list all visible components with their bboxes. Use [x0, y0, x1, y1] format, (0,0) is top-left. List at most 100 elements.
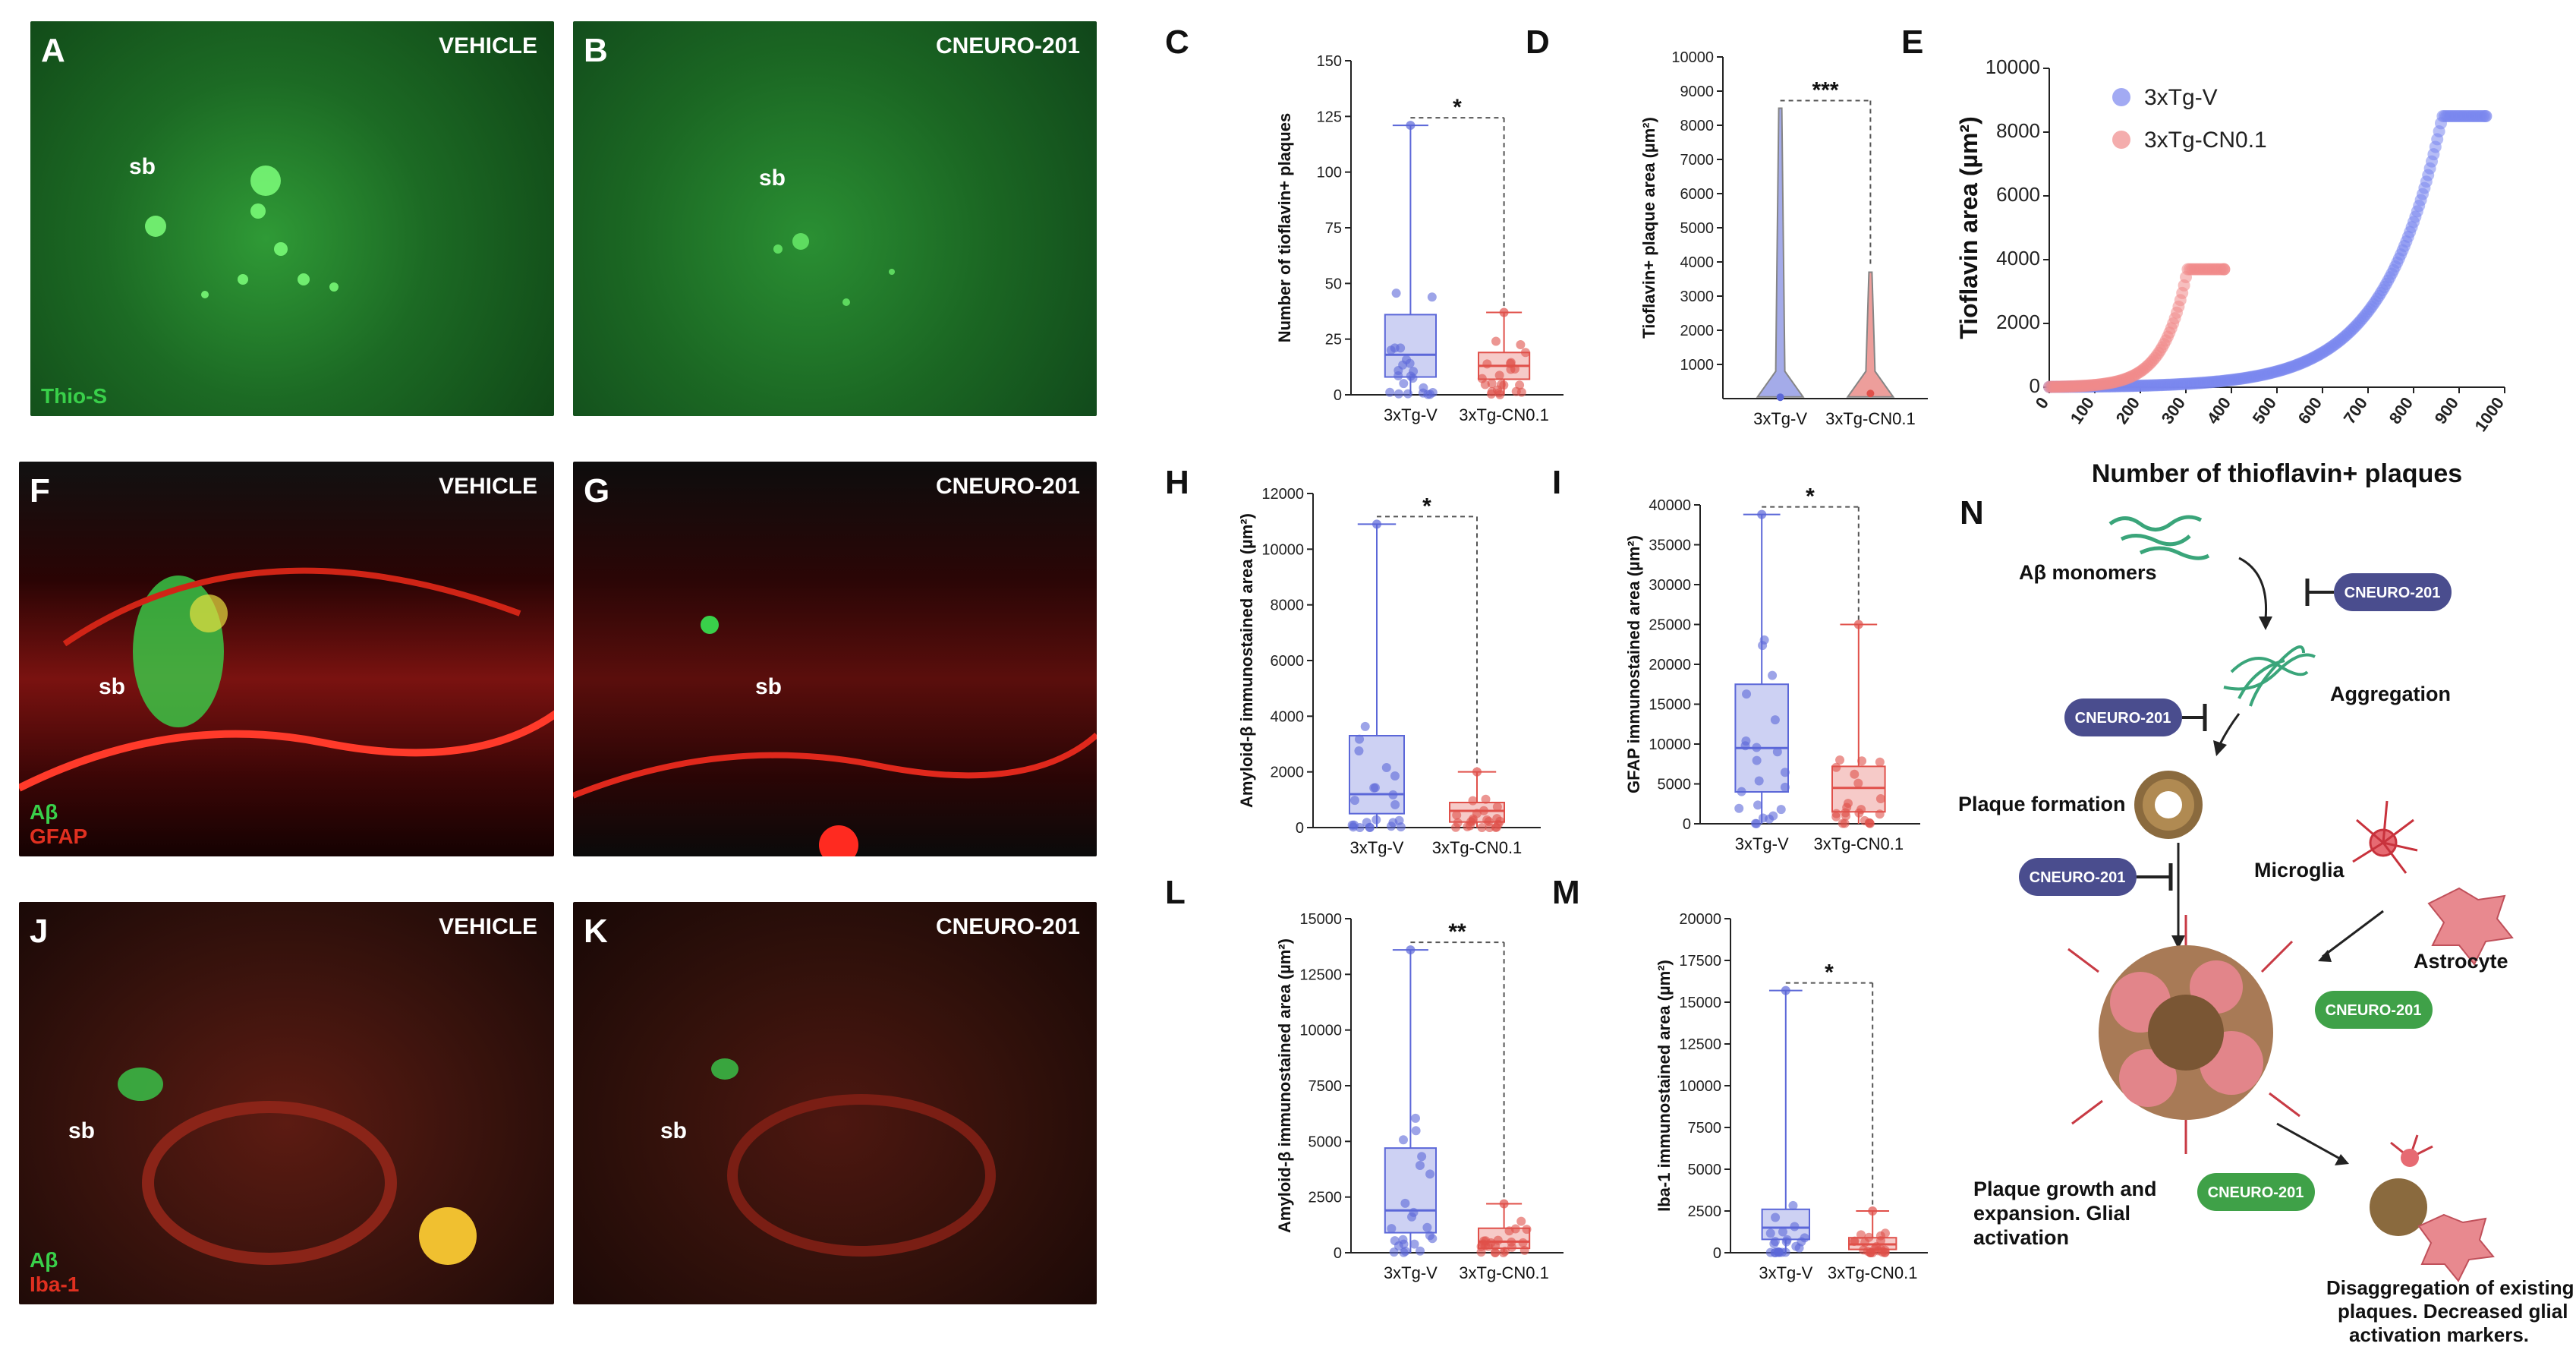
data-point — [1875, 757, 1885, 767]
legend-label: 3xTg-V — [2144, 85, 2218, 110]
data-point — [2167, 378, 2180, 391]
data-point — [1482, 359, 1492, 369]
data-point — [1518, 1238, 1528, 1247]
data-point — [2071, 380, 2083, 393]
data-point — [1408, 374, 1418, 383]
data-point — [1856, 1230, 1866, 1240]
data-point — [1734, 803, 1744, 813]
y-tick-label: 15000 — [1679, 995, 1721, 1011]
data-point — [2258, 368, 2271, 381]
data-point — [2118, 373, 2130, 386]
growth-label-2: expansion. Glial — [1973, 1202, 2130, 1225]
arrow-5-head — [2335, 1154, 2349, 1165]
data-point — [1425, 389, 1435, 399]
data-point — [1876, 1235, 1886, 1245]
data-point — [1499, 1199, 1509, 1209]
data-point — [2436, 110, 2449, 122]
data-point — [1516, 387, 1526, 397]
data-point — [1774, 1247, 1784, 1257]
data-point — [1468, 814, 1478, 824]
data-point — [2130, 380, 2143, 393]
data-point — [2276, 364, 2289, 377]
data-point — [2426, 155, 2438, 168]
drug-label-3: CNEURO-201 — [2030, 869, 2126, 886]
data-point — [1486, 1238, 1496, 1247]
x-tick-label: 400 — [2203, 394, 2235, 427]
data-point — [1506, 358, 1516, 367]
data-point — [2185, 377, 2198, 390]
y-tick-label: 15000 — [1299, 911, 1342, 928]
data-point — [1393, 366, 1403, 376]
data-point — [1481, 1236, 1491, 1246]
data-point — [1490, 1247, 1500, 1257]
data-point — [1872, 1241, 1882, 1251]
y-tick-label: 10000 — [1679, 1078, 1721, 1095]
data-point — [2125, 371, 2137, 383]
data-point — [2458, 110, 2471, 122]
data-point — [2154, 344, 2167, 357]
data-point — [2253, 369, 2265, 382]
data-point — [1495, 389, 1505, 399]
y-axis-label-I: GFAP immunostained area (µm²) — [1624, 535, 1643, 793]
data-point — [2214, 375, 2227, 388]
data-point — [2422, 169, 2435, 181]
data-point — [2152, 346, 2165, 359]
data-point — [2305, 352, 2318, 365]
y-tick-label: 6000 — [1680, 186, 1715, 203]
data-point — [2190, 377, 2203, 389]
data-point — [1750, 818, 1760, 828]
data-point — [2212, 375, 2225, 388]
data-point — [2447, 110, 2460, 122]
data-point — [2103, 377, 2116, 389]
data-point — [1769, 1239, 1779, 1249]
data-point — [1842, 803, 1852, 812]
data-point — [1389, 1247, 1399, 1257]
legend-marker — [2112, 88, 2130, 106]
data-point — [2398, 239, 2411, 252]
data-point — [1425, 1231, 1434, 1241]
data-point — [2080, 380, 2092, 393]
data-point — [2180, 271, 2192, 284]
data-point — [2292, 358, 2305, 371]
data-point — [2171, 378, 2183, 391]
micrograph-G: G CNEURO-201 sb — [573, 462, 1097, 856]
data-point — [1472, 809, 1482, 818]
data-point — [2234, 372, 2247, 385]
data-point — [2307, 351, 2319, 364]
data-point — [1371, 815, 1381, 825]
data-point — [2171, 306, 2183, 319]
plaque-cluster-icon — [2067, 915, 2300, 1154]
astrocyte-label: Astrocyte — [2414, 950, 2508, 973]
data-point — [1800, 1233, 1809, 1243]
data-point — [2427, 148, 2440, 161]
y-tick-label: 17500 — [1679, 953, 1721, 970]
y-tick-label: 0 — [1296, 820, 1304, 837]
y-tick-label: 10000 — [1649, 736, 1691, 753]
monomers-label: Aβ monomers — [2019, 561, 2157, 584]
data-point — [1841, 811, 1850, 821]
panel-label-F: F — [30, 472, 50, 509]
data-point — [2061, 380, 2074, 393]
data-point — [1771, 1213, 1781, 1222]
data-point — [2449, 110, 2462, 122]
data-point — [1487, 379, 1497, 389]
data-point — [2471, 110, 2483, 122]
y-tick-label: 100 — [1317, 165, 1342, 181]
data-point — [2098, 380, 2110, 393]
data-point — [2294, 357, 2307, 370]
data-point — [2336, 332, 2349, 345]
data-point — [2396, 244, 2409, 257]
data-point — [2076, 380, 2089, 393]
data-point — [1396, 822, 1406, 832]
data-point — [2282, 361, 2294, 374]
panel-label-J: J — [30, 913, 49, 950]
y-tick-label: 0 — [1334, 1245, 1342, 1262]
data-point — [2323, 342, 2336, 355]
data-point — [2196, 377, 2209, 389]
data-point — [2371, 292, 2383, 305]
data-point — [1491, 822, 1501, 832]
data-point — [1860, 815, 1869, 825]
x-tick-label: 3xTg-CN0.1 — [1825, 409, 1916, 428]
micrograph-title-G: CNEURO-201 — [935, 474, 1080, 499]
data-point — [2185, 263, 2198, 276]
